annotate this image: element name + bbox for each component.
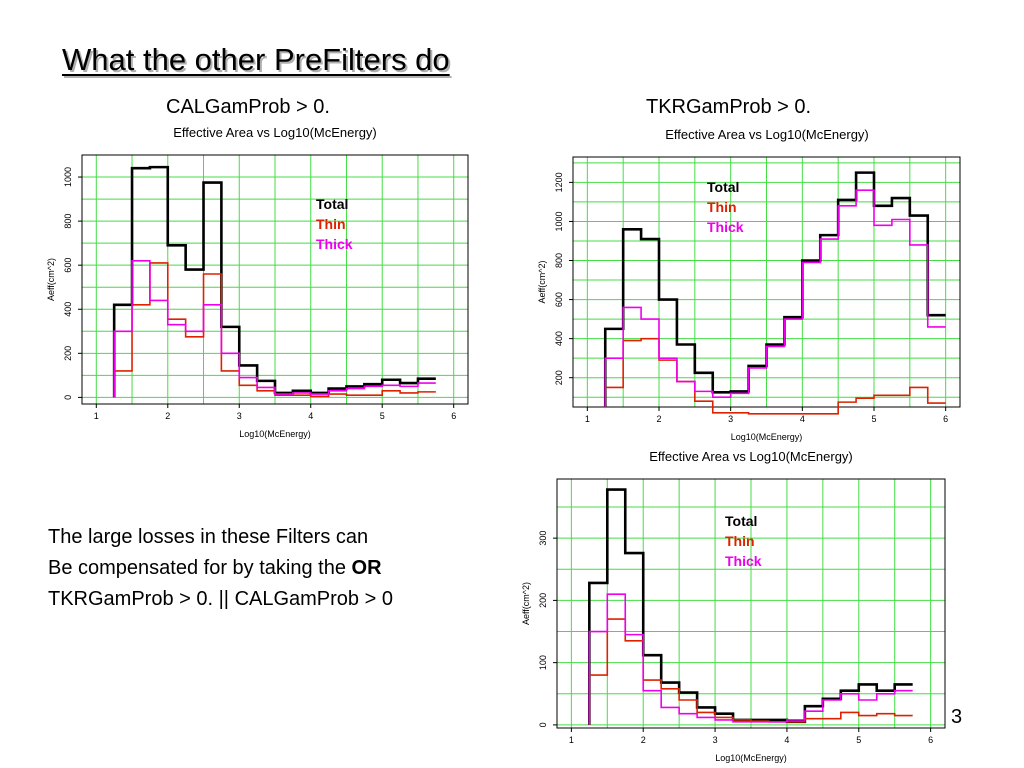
series-thin: [604, 337, 946, 415]
x-axis-label: Log10(McEnergy): [715, 753, 787, 763]
x-tick-label: 6: [928, 735, 933, 745]
series-thin: [113, 262, 436, 398]
x-tick-label: 4: [800, 414, 805, 424]
slide-title-shadow: What the other PreFilters do: [64, 44, 452, 79]
body-line-1-text: The large losses in these Filters can: [48, 526, 369, 548]
x-tick-label: 1: [94, 411, 99, 421]
y-tick-label: 800: [554, 253, 564, 268]
series-thick: [588, 593, 913, 725]
y-tick-label: 300: [538, 531, 548, 546]
y-tick-label: 800: [63, 214, 73, 229]
x-axis-label: Log10(McEnergy): [239, 429, 311, 439]
x-tick-label: 2: [656, 414, 661, 424]
body-line-1: The large losses in these Filters can: [48, 522, 393, 553]
x-tick-label: 4: [784, 735, 789, 745]
plot-frame: [81, 154, 469, 405]
x-tick-label: 2: [641, 735, 646, 745]
x-tick-label: 3: [713, 735, 718, 745]
chart-title: Effective Area vs Log10(McEnergy): [665, 127, 869, 142]
y-tick-label: 400: [554, 331, 564, 346]
legend-thick: Thick: [316, 236, 353, 252]
y-tick-label: 0: [63, 395, 73, 400]
page-number: 3: [951, 706, 963, 728]
x-tick-label: 5: [380, 411, 385, 421]
x-tick-label: 2: [165, 411, 170, 421]
x-axis-label: Log10(McEnergy): [731, 432, 803, 442]
legend-thick: Thick: [725, 553, 762, 569]
y-axis-label: Aeff(cm^2): [46, 258, 56, 301]
chart-title: Effective Area vs Log10(McEnergy): [649, 449, 853, 464]
chart-title: Effective Area vs Log10(McEnergy): [173, 125, 377, 140]
x-tick-label: 3: [237, 411, 242, 421]
legend-total: Total: [316, 196, 348, 212]
legend-thin: Thin: [725, 533, 755, 549]
y-tick-label: 600: [63, 258, 73, 273]
legend-thin: Thin: [316, 216, 346, 232]
y-tick-label: 600: [554, 292, 564, 307]
x-tick-label: 6: [943, 414, 948, 424]
slide-title: What the other PreFilters do: [62, 42, 450, 77]
caption-calgamprob: CALGamProb > 0.: [166, 96, 330, 118]
y-tick-label: 200: [554, 370, 564, 385]
caption-tkrgamprob: TKRGamProb > 0.: [646, 96, 812, 118]
y-tick-label: 1000: [554, 211, 564, 231]
y-tick-label: 1000: [63, 167, 73, 187]
y-tick-label: 1200: [554, 172, 564, 192]
x-tick-label: 3: [728, 414, 733, 424]
y-tick-label: 200: [538, 593, 548, 608]
series-total: [603, 171, 946, 407]
x-tick-label: 6: [451, 411, 456, 421]
x-tick-label: 5: [856, 735, 861, 745]
body-text: The large losses in these Filters can Be…: [48, 522, 393, 615]
x-tick-label: 4: [308, 411, 313, 421]
y-tick-label: 200: [63, 346, 73, 361]
series-thick: [604, 189, 946, 407]
y-axis-label: Aeff(cm^2): [537, 260, 547, 303]
series-thick: [113, 259, 436, 398]
body-line-2-text: Be compensated for by taking the: [48, 557, 352, 579]
legend-thick: Thick: [707, 219, 744, 235]
x-tick-label: 5: [871, 414, 876, 424]
legend-total: Total: [725, 513, 757, 529]
y-axis-label: Aeff(cm^2): [521, 582, 531, 625]
legend-total: Total: [707, 179, 739, 195]
body-line-2-bold: OR: [351, 557, 382, 579]
plot-frame: [572, 156, 961, 408]
body-line-3-text: TKRGamProb > 0. || CALGamProb > 0: [48, 588, 393, 610]
y-tick-label: 100: [538, 655, 548, 670]
series-total: [112, 165, 436, 398]
y-tick-label: 400: [63, 302, 73, 317]
x-tick-label: 1: [569, 735, 574, 745]
legend-thin: Thin: [707, 199, 737, 215]
body-line-2: Be compensated for by taking the OR: [48, 553, 393, 584]
plot-frame: [556, 478, 946, 729]
body-line-3: TKRGamProb > 0. || CALGamProb > 0: [48, 584, 393, 615]
y-tick-label: 0: [538, 722, 548, 727]
x-tick-label: 1: [585, 414, 590, 424]
